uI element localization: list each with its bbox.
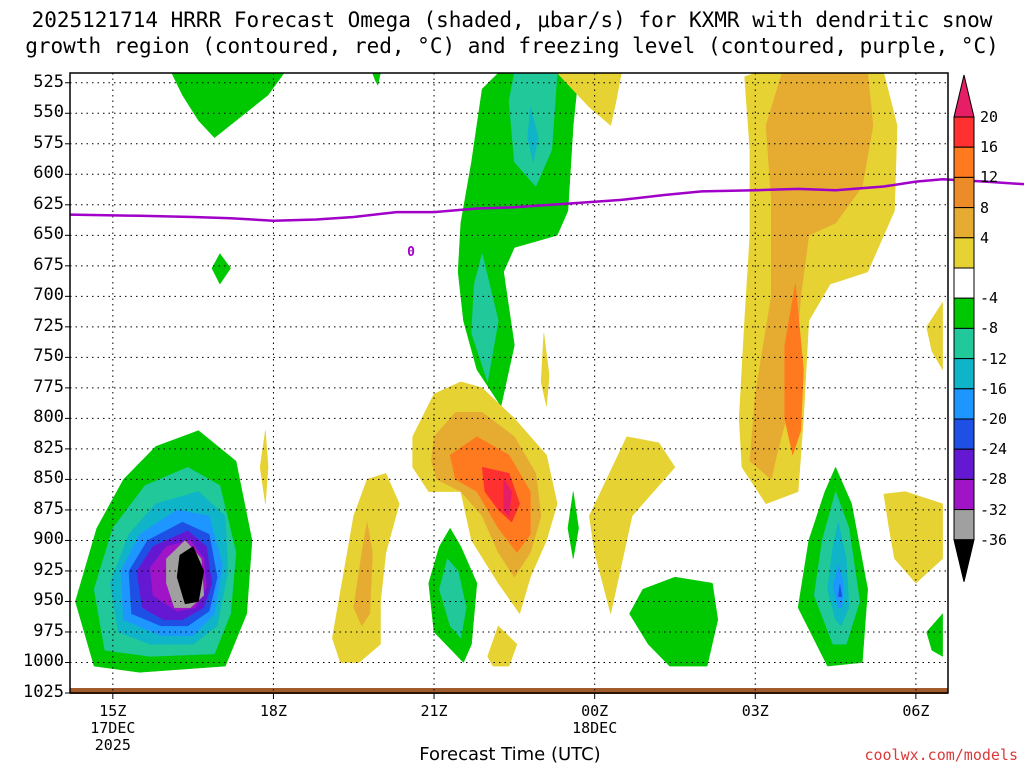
colorbar-label-12: 12	[980, 168, 999, 187]
colorbar-label-16: 16	[980, 138, 999, 157]
colorbar-segment-13	[953, 509, 975, 541]
y-tick-label-850: 850	[33, 468, 64, 489]
colorbar-label--12: -12	[980, 349, 1008, 368]
omega-region-upper-left-green	[171, 73, 285, 138]
x-axis-label: Forecast Time (UTC)	[419, 744, 601, 765]
colorbar-label--16: -16	[980, 379, 1008, 398]
colorbar-label-20: 20	[980, 108, 999, 126]
omega-region-central-mid-teal	[471, 253, 499, 383]
colorbar-segment-6	[953, 297, 975, 329]
omega-region-left-center-gold	[353, 521, 373, 627]
colorbar-segment-10	[953, 418, 975, 450]
y-tick-label-950: 950	[33, 590, 64, 611]
y-tick-label-700: 700	[33, 285, 64, 306]
omega-region-lower-center-teal	[439, 558, 467, 639]
colorbar-segment-12	[953, 478, 975, 511]
colorbar-segment-9	[953, 388, 975, 420]
colorbar-label--8: -8	[980, 319, 999, 338]
y-tick-label-750: 750	[33, 346, 64, 367]
y-tick-label-550: 550	[33, 102, 64, 123]
colorbar-label--24: -24	[980, 440, 1008, 459]
y-tick-label-675: 675	[33, 254, 64, 275]
y-tick-label-875: 875	[33, 498, 64, 519]
x-tick-label-06Z: 06Z	[902, 702, 930, 720]
omega-region-right-edge-green	[926, 613, 943, 657]
colorbar-label-4: 4	[980, 228, 990, 247]
colorbar-label--4: -4	[980, 289, 999, 308]
colorbar	[953, 74, 975, 582]
omega-region-yellow-drop-23z	[540, 332, 550, 407]
y-tick-label-975: 975	[33, 620, 64, 641]
y-tick-label-1000: 1000	[23, 651, 64, 672]
omega-region-upper-center-yellow	[556, 73, 622, 126]
x-tick-label-03Z: 03Z	[741, 702, 769, 720]
y-tick-label-825: 825	[33, 437, 64, 458]
y-tick-label-575: 575	[33, 132, 64, 153]
colorbar-segment-7	[953, 327, 975, 360]
y-tick-label-1025: 1025	[23, 682, 64, 702]
colorbar-segment-4	[953, 237, 975, 269]
x-tick-label-18Z: 18Z	[259, 702, 287, 720]
colorbar-segment-3	[953, 207, 975, 239]
y-tick-label-625: 625	[33, 193, 64, 214]
colorbar-segment-5	[953, 267, 975, 299]
colorbar-top-arrow	[953, 74, 975, 118]
grid-lines	[70, 73, 948, 694]
colorbar-segment-0	[953, 116, 975, 148]
omega-region-yellow-drop-22z-low	[487, 625, 518, 667]
plot-frame	[69, 72, 949, 694]
omega-region-lower-06z-blue	[832, 564, 844, 608]
omega-region-yellow-07z	[883, 491, 943, 584]
y-tick-label-525: 525	[33, 71, 64, 92]
omega-region-lower-left-black	[176, 546, 205, 605]
omega-region-right-edge-yellow	[926, 302, 943, 370]
omega-region-center-red	[481, 466, 520, 523]
y-tick-label-725: 725	[33, 315, 64, 336]
freezing-level-line	[69, 177, 1024, 222]
colorbar-segment-2	[953, 176, 975, 209]
colorbar-label-8: 8	[980, 198, 990, 217]
y-tick-label-900: 900	[33, 529, 64, 550]
colorbar-label--28: -28	[980, 470, 1008, 489]
y-tick-label-800: 800	[33, 407, 64, 428]
omega-region-right-green-drop	[567, 491, 579, 559]
x-tick-label-15Z: 15Z	[99, 702, 127, 720]
x-tick-label-21Z: 21Z	[420, 702, 448, 720]
omega-region-lower-03z-green	[629, 576, 719, 667]
omega-region-central-upper-cyan	[527, 106, 539, 163]
x-tick-label-00Z: 00Z	[581, 702, 609, 720]
colorbar-segment-1	[953, 146, 975, 178]
y-tick-label-600: 600	[33, 163, 64, 184]
ground-surface	[70, 688, 948, 694]
colorbar-label--32: -32	[980, 500, 1008, 519]
colorbar-segment-11	[953, 448, 975, 480]
colorbar-bottom-arrow	[953, 539, 975, 582]
axis-ticks	[65, 82, 917, 699]
colorbar-segment-8	[953, 358, 975, 390]
x-sub-label-15Z-0: 17DEC	[90, 719, 136, 737]
colorbar-label--36: -36	[980, 530, 1008, 549]
omega-shading	[75, 73, 943, 673]
y-tick-label-925: 925	[33, 559, 64, 580]
omega-region-yellow-drop-18z	[259, 430, 269, 505]
omega-region-upper-right-orange	[784, 283, 804, 456]
omega-region-center-magenta	[503, 479, 512, 517]
omega-region-upper-left-green-small	[372, 73, 381, 86]
chart-title-line1: 2025121714 HRRR Forecast Omega (shaded, …	[31, 8, 993, 32]
colorbar-label--20: -20	[980, 410, 1008, 428]
credit-text: coolwx.com/models	[864, 746, 1018, 764]
chart-title-line2: growth region (contoured, red, °C) and f…	[25, 34, 999, 58]
omega-region-yellow-00z	[589, 436, 676, 614]
y-tick-label-650: 650	[33, 224, 64, 245]
x-sub-label-15Z-1: 2025	[94, 736, 131, 754]
freezing-level-label: 0	[407, 245, 415, 260]
omega-region-small-blob-675	[211, 253, 231, 285]
omega-region-lower-06z-dark	[838, 584, 843, 597]
x-sub-label-00Z-0: 18DEC	[572, 719, 618, 737]
y-tick-label-775: 775	[33, 376, 64, 397]
